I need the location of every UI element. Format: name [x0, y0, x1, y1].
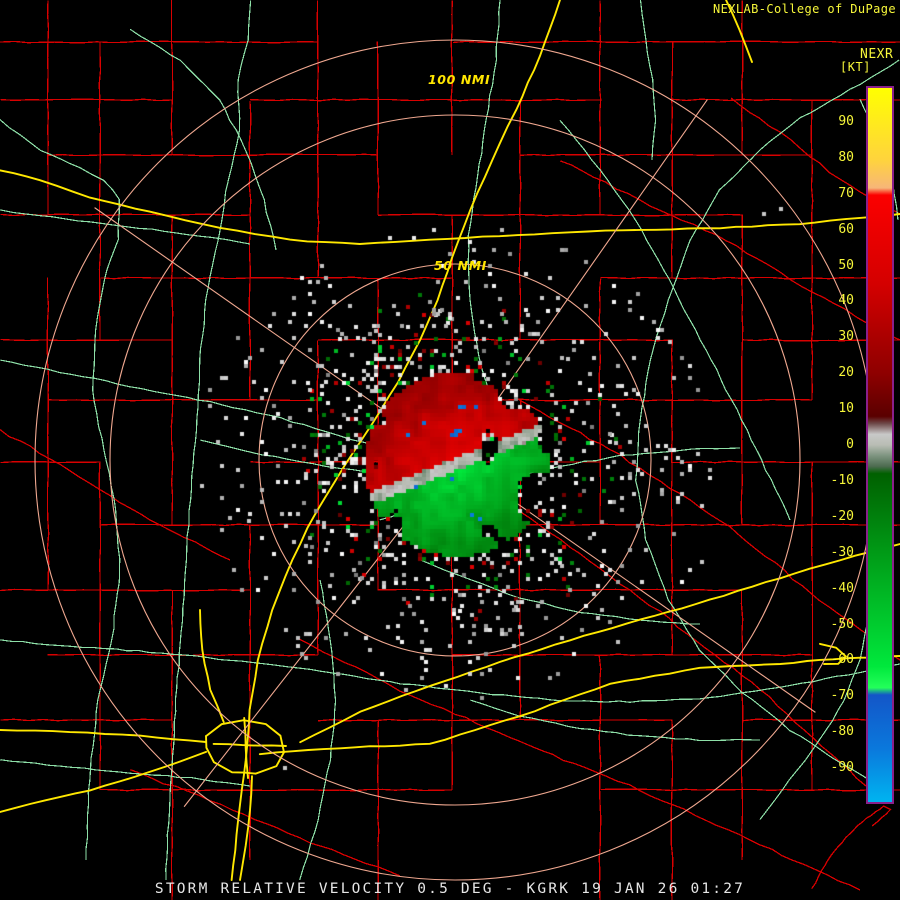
- colorbar-gradient: [868, 88, 892, 802]
- colorbar-tick-neg40: -40: [830, 580, 854, 596]
- colorbar-unit-label: [KT]: [840, 60, 871, 74]
- range-ring-label-50: 50 NMI: [434, 258, 487, 273]
- colorbar-tick-40: 40: [838, 293, 854, 309]
- colorbar-tick-80: 80: [838, 149, 854, 165]
- colorbar-title: NEXR: [860, 47, 894, 62]
- colorbar-tick-neg80: -80: [830, 724, 854, 740]
- colorbar-tick-70: 70: [838, 185, 854, 201]
- colorbar-tick-0: 0: [846, 437, 854, 452]
- range-ring-label-100: 100 NMI: [428, 72, 491, 87]
- colorbar-tick-10: 10: [838, 401, 854, 417]
- colorbar-tick-neg70: -70: [830, 688, 854, 704]
- credit-label: NEXLAB-College of DuPage: [713, 2, 896, 16]
- velocity-colorbar[interactable]: [866, 86, 894, 804]
- colorbar-tick-30: 30: [838, 329, 854, 345]
- colorbar-tick-60: 60: [838, 221, 854, 237]
- colorbar-tick-neg20: -20: [830, 508, 854, 524]
- colorbar-tick-50: 50: [838, 257, 854, 273]
- colorbar-tick-20: 20: [838, 365, 854, 381]
- colorbar-tick-90: 90: [838, 113, 854, 129]
- colorbar-tick-neg90: -90: [830, 760, 854, 776]
- colorbar-tick-neg30: -30: [830, 544, 854, 560]
- colorbar-tick-neg60: -60: [830, 652, 854, 668]
- status-bar: STORM RELATIVE VELOCITY 0.5 DEG - KGRK 1…: [154, 881, 746, 897]
- colorbar-tick-neg50: -50: [830, 616, 854, 632]
- colorbar-tick-neg10: -10: [830, 472, 854, 488]
